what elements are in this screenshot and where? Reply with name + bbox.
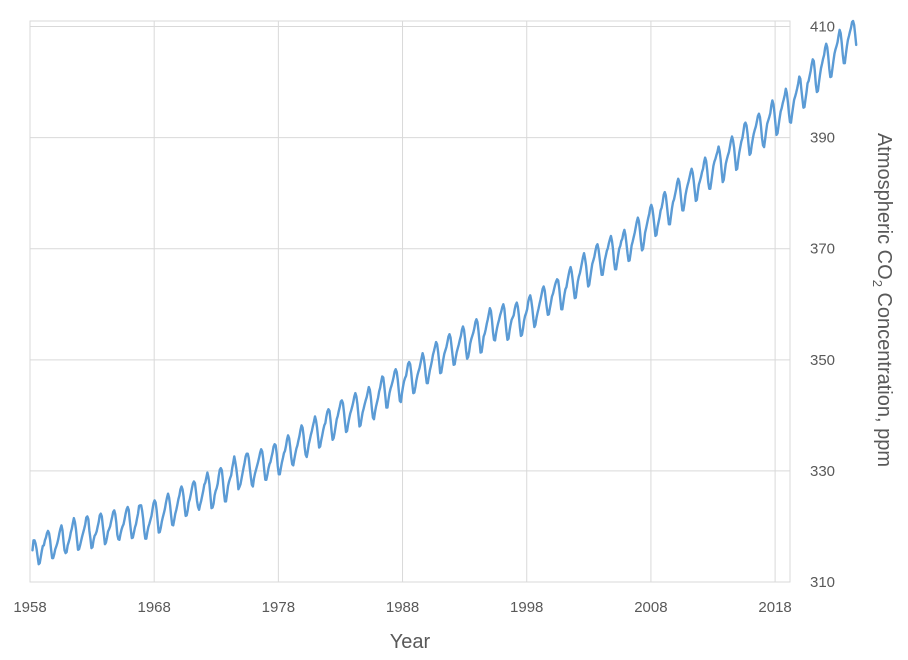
y-tick-label: 350 (810, 352, 835, 369)
x-tick-label: 1988 (386, 599, 419, 616)
series-layer (31, 19, 858, 566)
y-tick-label: 410 (810, 19, 835, 36)
x-tick-label: 1968 (137, 599, 170, 616)
y-tick-label: 310 (810, 574, 835, 591)
y-gridlines (30, 26, 790, 583)
x-gridlines (29, 21, 776, 582)
co2-series-line (31, 19, 858, 566)
y-axis-title: Atmospheric CO2 Concentration, ppm (870, 133, 895, 467)
y-tick-labels: 310 330 350 370 390 410 (810, 19, 835, 591)
x-tick-label: 2018 (758, 599, 791, 616)
x-tick-label: 1998 (510, 599, 543, 616)
x-tick-label: 2008 (634, 599, 667, 616)
plot-area-border (29, 20, 791, 583)
x-tick-labels: 1958 1968 1978 1988 1998 2008 2018 (13, 599, 791, 616)
x-tick-label: 1958 (13, 599, 46, 616)
y-tick-label: 330 (810, 463, 835, 480)
y-tick-label: 370 (810, 241, 835, 258)
y-tick-label: 390 (810, 130, 835, 147)
x-axis-title: Year (390, 631, 431, 653)
x-tick-label: 1978 (262, 599, 295, 616)
